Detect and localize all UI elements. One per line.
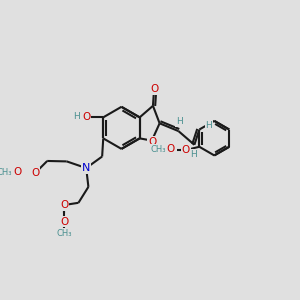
Text: N: N	[82, 163, 90, 173]
Text: CH₃: CH₃	[0, 168, 13, 177]
Text: H: H	[205, 121, 212, 130]
Text: O: O	[13, 167, 22, 178]
Text: O: O	[167, 144, 175, 154]
Text: CH₃: CH₃	[57, 229, 73, 238]
Text: O: O	[31, 168, 39, 178]
Text: O: O	[148, 137, 156, 147]
Text: H: H	[190, 150, 197, 159]
Text: O: O	[182, 145, 190, 155]
Text: O: O	[61, 217, 69, 226]
Text: CH₃: CH₃	[150, 145, 166, 154]
Text: O: O	[150, 84, 158, 94]
Text: O: O	[82, 112, 90, 122]
Text: O: O	[60, 200, 68, 210]
Text: H: H	[73, 112, 80, 121]
Text: H: H	[176, 117, 182, 126]
